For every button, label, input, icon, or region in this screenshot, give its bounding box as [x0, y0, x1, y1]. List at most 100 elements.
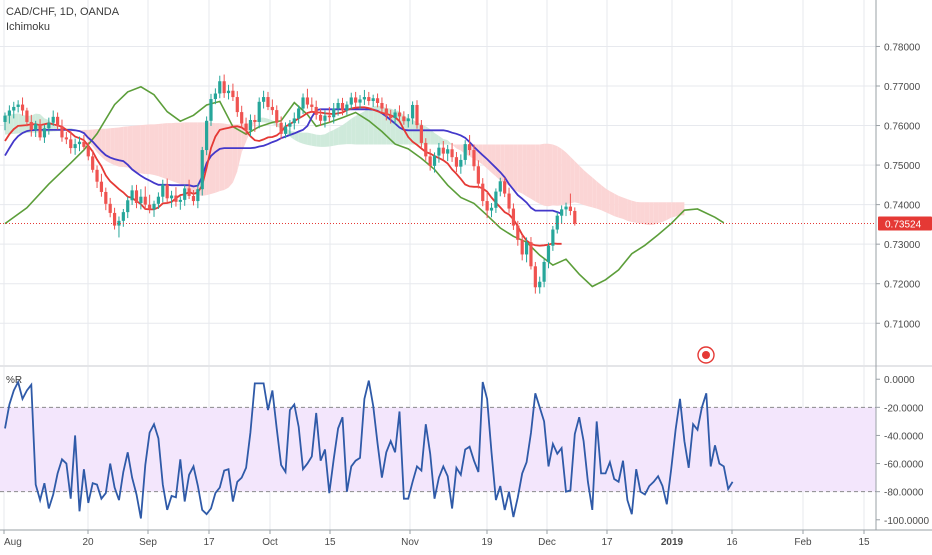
- oscillator-label[interactable]: %R: [6, 375, 23, 386]
- cloud-segment: [653, 202, 659, 225]
- candle-body: [463, 144, 467, 160]
- cloud-segment: [110, 127, 115, 166]
- candle-body: [538, 281, 542, 288]
- candle-body: [91, 156, 95, 170]
- x-tick-label: 17: [203, 537, 215, 548]
- cloud-segment: [324, 131, 330, 147]
- candle-body: [152, 203, 156, 210]
- candle-body: [183, 188, 187, 200]
- y-tick-label: 0.74000: [884, 201, 921, 212]
- cloud-segment: [526, 144, 531, 199]
- candle-body: [393, 112, 397, 119]
- candle-body: [222, 81, 226, 94]
- cloud-segment: [346, 118, 352, 145]
- kijun-sen-line: [4, 108, 562, 215]
- cloud-segment: [171, 122, 176, 183]
- candle-body: [529, 242, 533, 267]
- x-tick-label: 20: [82, 537, 94, 548]
- candle-body: [16, 104, 20, 107]
- candle-body: [257, 101, 261, 122]
- candle-body: [99, 181, 104, 192]
- candle-body: [34, 123, 38, 130]
- candle-body: [516, 225, 520, 240]
- candle-body: [507, 193, 511, 209]
- cloud-segment: [425, 126, 431, 145]
- cloud-segment: [544, 143, 549, 207]
- candle-body: [402, 116, 406, 122]
- cloud-segment: [232, 124, 238, 183]
- candle-body: [169, 195, 174, 199]
- cloud-segment: [311, 133, 317, 147]
- candle-body: [432, 155, 437, 166]
- cloud-segment: [583, 169, 588, 207]
- candle-body: [367, 97, 371, 102]
- cloud-segment: [320, 134, 325, 147]
- indicator-label[interactable]: Ichimoku: [6, 21, 51, 33]
- cloud-segment: [561, 148, 567, 206]
- cloud-segment: [627, 199, 632, 223]
- cloud-segment: [618, 195, 624, 219]
- candle-body: [143, 196, 147, 205]
- cloud-segment: [574, 161, 580, 204]
- y-tick-label: 0.77000: [884, 82, 921, 93]
- cloud-segment: [614, 193, 619, 218]
- candle-body: [489, 207, 494, 211]
- candle-body: [213, 93, 217, 100]
- candle-body: [178, 199, 182, 202]
- candle-body: [476, 166, 480, 184]
- candle-body: [165, 184, 169, 199]
- candle-body: [240, 112, 244, 124]
- candle-body: [323, 115, 327, 121]
- cloud-segment: [539, 143, 545, 206]
- candle-body: [226, 90, 231, 94]
- candle-body: [406, 118, 410, 122]
- candle-body: [297, 108, 301, 119]
- cloud-segment: [566, 152, 571, 205]
- candle-body: [42, 128, 47, 138]
- candle-body: [55, 116, 60, 127]
- candle-body: [459, 159, 463, 167]
- candle-body: [573, 210, 577, 224]
- candle-body: [253, 119, 257, 122]
- cloud-segment: [224, 123, 229, 190]
- candle-body: [235, 97, 239, 113]
- cloud-segment: [167, 123, 172, 181]
- cloud-segment: [158, 123, 163, 178]
- candle-body: [60, 126, 64, 138]
- y-tick-label: 0.78000: [884, 42, 921, 53]
- cloud-segment: [513, 144, 518, 192]
- candle-body: [51, 116, 55, 123]
- candle-body: [231, 90, 235, 98]
- osc-tick-label: -80.0000: [884, 488, 924, 499]
- candle-body: [248, 119, 253, 131]
- candle-body: [20, 104, 25, 111]
- candle-body: [384, 108, 388, 116]
- candle-body: [551, 229, 555, 246]
- candle-body: [358, 99, 362, 103]
- candle-body: [371, 98, 375, 102]
- candle-body: [25, 110, 29, 122]
- cloud-segment: [184, 122, 190, 192]
- candle-body: [3, 115, 7, 122]
- candle-body: [397, 112, 402, 117]
- cloud-segment: [447, 140, 453, 145]
- x-tick-label: Dec: [538, 537, 556, 548]
- candle-body: [64, 137, 68, 140]
- williams-r-line: [4, 379, 734, 519]
- candle-body: [73, 144, 77, 149]
- cloud-segment: [636, 201, 641, 224]
- candle-body: [156, 196, 161, 204]
- chart-title[interactable]: CAD/CHF, 1D, OANDA: [6, 6, 120, 18]
- cloud-segment: [438, 135, 444, 145]
- candle-body: [498, 181, 502, 192]
- candle-body: [415, 104, 419, 126]
- cloud-segment: [666, 202, 672, 221]
- candle-body: [288, 123, 292, 127]
- osc-tick-label: -100.0000: [884, 516, 929, 527]
- candle-body: [218, 81, 222, 94]
- candle-body: [139, 196, 143, 204]
- cloud-segment: [149, 124, 155, 175]
- candlestick-series: [3, 74, 577, 294]
- cloud-segment: [303, 132, 308, 145]
